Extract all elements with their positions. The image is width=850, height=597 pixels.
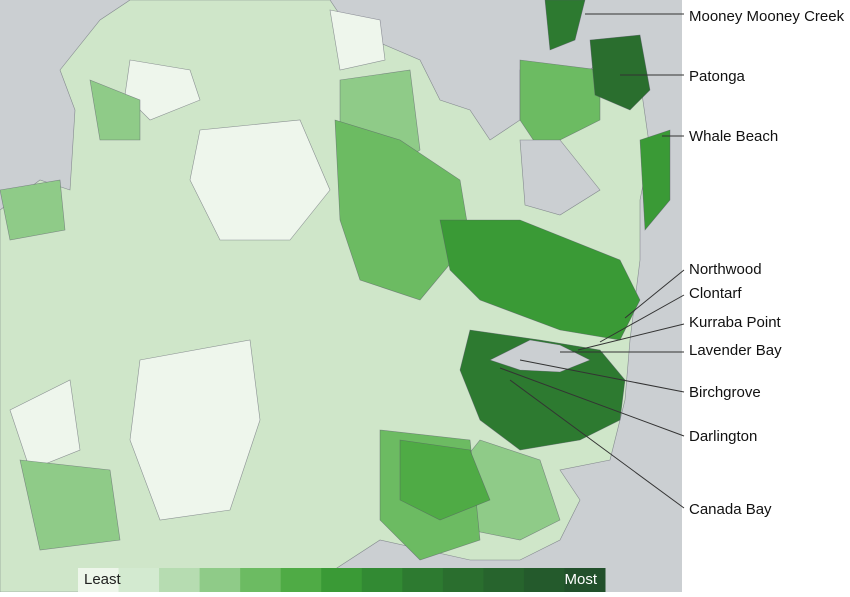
place-label: Clontarf (689, 285, 742, 302)
legend-swatch (523, 568, 565, 592)
legend-swatch (402, 568, 444, 592)
legend-swatch (321, 568, 363, 592)
place-label: Birchgrove (689, 384, 761, 401)
region (89, 79, 141, 141)
leader-line (509, 379, 685, 509)
water (489, 339, 591, 373)
leader-line (624, 269, 685, 319)
region (544, 0, 586, 51)
legend-swatch (564, 568, 606, 592)
legend-swatch (159, 568, 201, 592)
region (639, 129, 671, 231)
leader-line (519, 359, 685, 393)
region (9, 379, 81, 471)
place-label: Darlington (689, 428, 757, 445)
region (329, 9, 386, 71)
legend-swatch (280, 568, 322, 592)
place-label: Patonga (689, 68, 746, 85)
region (589, 34, 651, 111)
legend-swatch (361, 568, 403, 592)
place-label: Northwood (689, 261, 762, 278)
region (0, 179, 66, 241)
legend-least: Least (84, 571, 122, 588)
region (19, 459, 121, 551)
region (519, 59, 601, 151)
leader-lines (499, 13, 685, 509)
legend-swatch (118, 568, 160, 592)
labels: Mooney Mooney Creek Patonga Whale Beach Nor… (689, 8, 845, 518)
water (519, 139, 601, 216)
legend-swatch (483, 568, 525, 592)
legend-swatch (240, 568, 282, 592)
place-label: Lavender Bay (689, 342, 782, 359)
legend-swatch (199, 568, 241, 592)
legend-swatch (78, 568, 120, 592)
regions (0, 0, 671, 593)
region (129, 339, 261, 521)
place-label: Mooney Mooney Creek (689, 8, 845, 25)
leader-line (577, 323, 685, 351)
place-label: Kurraba Point (689, 314, 782, 331)
leader-line (499, 367, 685, 437)
place-label: Canada Bay (689, 501, 772, 518)
legend: Least Most (78, 568, 606, 592)
region (439, 219, 641, 341)
place-label: Whale Beach (689, 128, 778, 145)
leader-line (599, 294, 685, 343)
region (124, 59, 201, 121)
legend-most: Most (564, 571, 597, 588)
region (399, 439, 491, 521)
region (334, 119, 471, 301)
region (189, 119, 331, 241)
legend-swatch (442, 568, 484, 592)
